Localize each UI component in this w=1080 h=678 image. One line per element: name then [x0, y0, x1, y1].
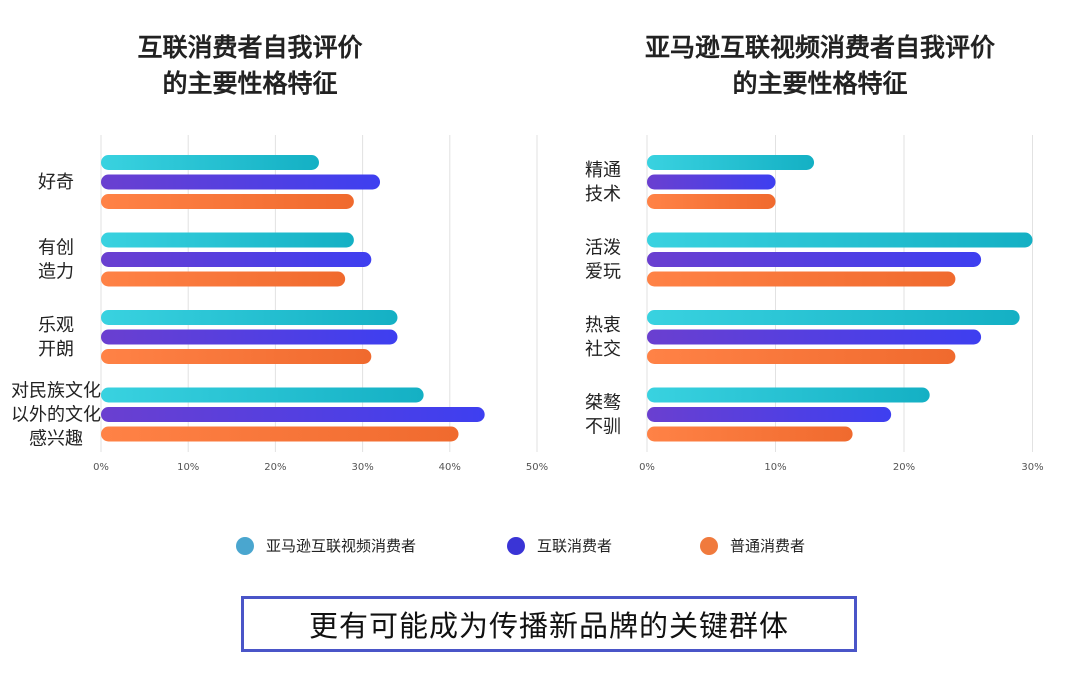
left-bar-general-1 [101, 194, 354, 209]
left-tick-label: 30% [351, 462, 373, 473]
left-bar-amazon-3 [101, 310, 398, 325]
right-category-label-3: 热衷社交 [585, 315, 621, 360]
left-chart-title: 互联消费者自我评价 的主要性格特征 [60, 30, 440, 102]
right-bar-amazon-1 [647, 155, 815, 170]
left-bar-connected-2 [101, 252, 372, 267]
callout-box: 更有可能成为传播新品牌的关键群体 [241, 596, 857, 652]
left-bar-connected-4 [101, 407, 485, 422]
left-tick-label: 10% [177, 462, 199, 473]
right-chart-title-line-1: 亚马逊互联视频消费者自我评价 [644, 33, 995, 62]
legend-label-connected: 互联消费者 [537, 537, 613, 555]
left-chart-title-line-2: 的主要性格特征 [162, 69, 338, 98]
legend-dot-connected [507, 536, 525, 555]
right-bar-general-3 [647, 349, 956, 364]
left-bar-amazon-2 [101, 232, 354, 248]
left-bar-connected-1 [101, 174, 381, 190]
left-bar-connected-3 [101, 329, 398, 345]
legend: 亚马逊互联视频消费者 互联消费者 普通消费者 [0, 535, 1080, 559]
right-category-label-4: 桀骜不驯 [585, 393, 621, 438]
right-bar-connected-3 [647, 329, 982, 345]
right-bar-general-4 [647, 426, 853, 442]
left-tick-label: 0% [93, 462, 109, 473]
right-tick-label: 30% [1021, 462, 1043, 473]
left-category-label-1: 好奇 [38, 172, 74, 193]
right-bar-connected-4 [647, 407, 892, 422]
left-bar-general-4 [101, 426, 459, 442]
right-bar-general-2 [647, 271, 956, 287]
legend-dot-general [700, 536, 718, 555]
legend-label-general: 普通消费者 [730, 537, 806, 555]
legend-item-connected: 互联消费者 [507, 535, 612, 556]
charts-canvas: 0% 10% 20% 30% 40% 50% 好奇有创造力乐观开朗对民族文化以外的文化感兴趣… [11, 135, 1044, 473]
right-bar-general-1 [647, 194, 776, 209]
right-chart-title-line-2: 的主要性格特征 [732, 69, 908, 98]
right-chart-title: 亚马逊互联视频消费者自我评价 的主要性格特征 [590, 30, 1050, 102]
left-bar-amazon-1 [101, 155, 319, 170]
left-category-label-4: 对民族文化以外的文化感兴趣 [11, 381, 101, 450]
right-tick-label: 20% [893, 462, 915, 473]
legend-dot-amazon [236, 536, 254, 555]
right-bar-amazon-4 [647, 387, 930, 403]
callout-text: 更有可能成为传播新品牌的关键群体 [308, 609, 789, 643]
left-bar-amazon-4 [101, 387, 424, 403]
left-bar-general-2 [101, 271, 346, 287]
right-bar-amazon-2 [647, 232, 1033, 248]
legend-item-amazon: 亚马逊互联视频消费者 [236, 535, 416, 556]
left-chart-title-line-1: 互联消费者自我评价 [137, 33, 363, 62]
left-category-label-3: 乐观开朗 [38, 315, 74, 360]
right-tick-label: 10% [764, 462, 786, 473]
right-tick-label: 0% [639, 462, 655, 473]
right-bar-amazon-3 [647, 310, 1020, 325]
left-tick-label: 40% [439, 462, 461, 473]
right-bar-connected-1 [647, 174, 776, 190]
right-bar-connected-2 [647, 252, 982, 267]
left-tick-label: 20% [264, 462, 286, 473]
left-tick-label: 50% [526, 462, 548, 473]
right-category-label-2: 活泼爱玩 [585, 238, 621, 283]
left-bar-general-3 [101, 349, 372, 364]
legend-label-amazon: 亚马逊互联视频消费者 [266, 537, 417, 555]
right-category-label-1: 精通技术 [585, 160, 621, 205]
legend-item-general: 普通消费者 [700, 535, 805, 556]
left-category-label-2: 有创造力 [38, 238, 74, 283]
